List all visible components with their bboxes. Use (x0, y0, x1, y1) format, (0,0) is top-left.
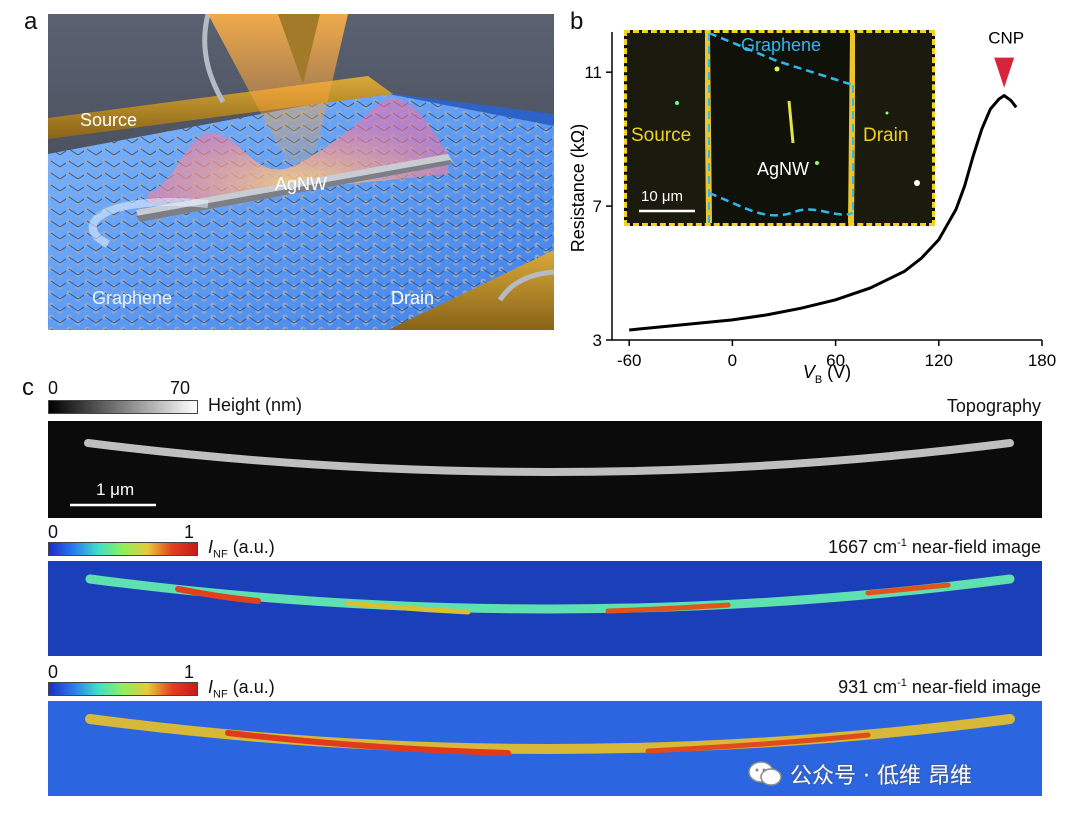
x-tick-label: 60 (826, 351, 845, 370)
inset-micrograph: Graphene Source Drain AgNW 10 μm (624, 30, 935, 226)
nf-1667-svg (85, 574, 1015, 615)
x-tick-label: 120 (925, 351, 953, 370)
inset-drain-label: Drain (863, 125, 908, 146)
x-axis-label: VB (V) (803, 362, 851, 386)
y-axis-label: Resistance (kΩ) (568, 124, 588, 253)
nf1-bar-label-unit: (a.u.) (227, 537, 275, 557)
graphene-label: Graphene (92, 288, 172, 308)
nf-931-svg (85, 714, 1015, 756)
drain-label: Drain (391, 288, 434, 308)
panel-c-label: c (22, 374, 34, 401)
nf2-title: 931 cm-1 near-field image (838, 677, 1041, 698)
y-tick-label: 11 (584, 63, 602, 82)
resistance-curve (629, 93, 1018, 332)
panel-a-illustration: Source Drain AgNW Graphene (48, 13, 555, 330)
device-schematic: Source Drain AgNW Graphene (48, 13, 555, 330)
nf1-title: 1667 cm-1 near-field image (828, 537, 1041, 558)
wechat-icon (748, 761, 782, 786)
watermark: 公众号 · 低维 昂维 (748, 758, 972, 790)
y-tick-label: 3 (593, 331, 602, 350)
nf2-bar-min: 0 (48, 662, 59, 682)
nf1-bar-label: INF (a.u.) (208, 537, 275, 561)
nf2-title-rest: near-field image (906, 677, 1041, 697)
nf1-title-sup: -1 (897, 537, 907, 549)
y-tick-label: 7 (593, 197, 602, 216)
nf1-bar-label-main: I (208, 537, 214, 557)
cnp-annotation: CNP (988, 29, 1024, 48)
nf2-bar-label-unit: (a.u.) (227, 677, 275, 697)
x-axis-label-main: V (803, 362, 817, 382)
nf2-title-sup: -1 (897, 677, 907, 689)
inset-scale-label: 10 μm (641, 188, 683, 205)
source-label: Source (80, 110, 137, 130)
nf1-bar-max: 1 (184, 522, 195, 542)
x-tick-label: -60 (617, 351, 642, 370)
x-axis-label-unit: (V) (822, 362, 851, 382)
inset-source-label: Source (631, 125, 691, 146)
nf1-title-num: 1667 cm (828, 537, 898, 557)
x-tick-label: 180 (1028, 351, 1056, 370)
nf2-colorbar (48, 682, 198, 696)
topo-scale-label: 1 μm (96, 480, 134, 499)
inset-graphene-label: Graphene (741, 35, 821, 55)
nf1-title-rest: near-field image (906, 537, 1041, 557)
topography-svg: 1 μm (70, 439, 1014, 507)
x-axis-label-sub: B (815, 374, 822, 386)
topo-bar-min: 0 (48, 378, 59, 398)
nf2-bar-label: INF (a.u.) (208, 677, 275, 701)
nf2-bar-max: 1 (184, 662, 195, 682)
topography-image: 1 μm (48, 421, 1042, 518)
watermark-text: 公众号 · 低维 昂维 (790, 764, 972, 789)
inset-agnw-label: AgNW (757, 159, 809, 179)
topo-bar-label: Height (nm) (208, 395, 303, 415)
panel-a-label: a (24, 8, 38, 35)
nf-1667-image (48, 561, 1042, 656)
inset-svg: Graphene Source Drain AgNW 10 μm (627, 33, 932, 223)
topo-colorbar (48, 400, 198, 414)
nf1-bar-min: 0 (48, 522, 59, 542)
agnw-label: AgNW (275, 174, 327, 194)
nf-931-image (48, 701, 1042, 796)
topo-title: Topography (946, 396, 1041, 416)
resistance-chart: -60 0 60 120 180 3 7 11 Resistance (kΩ) VB (V) … (560, 20, 1070, 390)
nf2-bar-label-sub: NF (213, 688, 228, 701)
nf1-colorbar (48, 542, 198, 556)
panel-b-label: b (570, 8, 584, 35)
nf1-bar-label-sub: NF (213, 548, 228, 561)
nf2-title-num: 931 cm (838, 677, 898, 697)
topo-bar-max: 70 (170, 378, 191, 398)
nf2-bar-label-main: I (208, 677, 214, 697)
x-tick-label: 0 (728, 351, 737, 370)
cnp-arrow (994, 57, 1015, 88)
